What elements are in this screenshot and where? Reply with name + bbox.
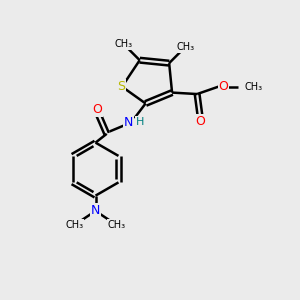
Text: N: N bbox=[124, 116, 133, 129]
Text: CH₃: CH₃ bbox=[65, 220, 83, 230]
Text: O: O bbox=[219, 80, 229, 93]
Text: O: O bbox=[92, 103, 102, 116]
Text: O: O bbox=[195, 115, 205, 128]
Text: CH₃: CH₃ bbox=[114, 39, 133, 49]
Text: CH₃: CH₃ bbox=[245, 82, 263, 92]
Text: H: H bbox=[136, 117, 144, 127]
Text: CH₃: CH₃ bbox=[176, 42, 194, 52]
Text: S: S bbox=[117, 80, 125, 93]
Text: N: N bbox=[91, 205, 100, 218]
Text: CH₃: CH₃ bbox=[108, 220, 126, 230]
